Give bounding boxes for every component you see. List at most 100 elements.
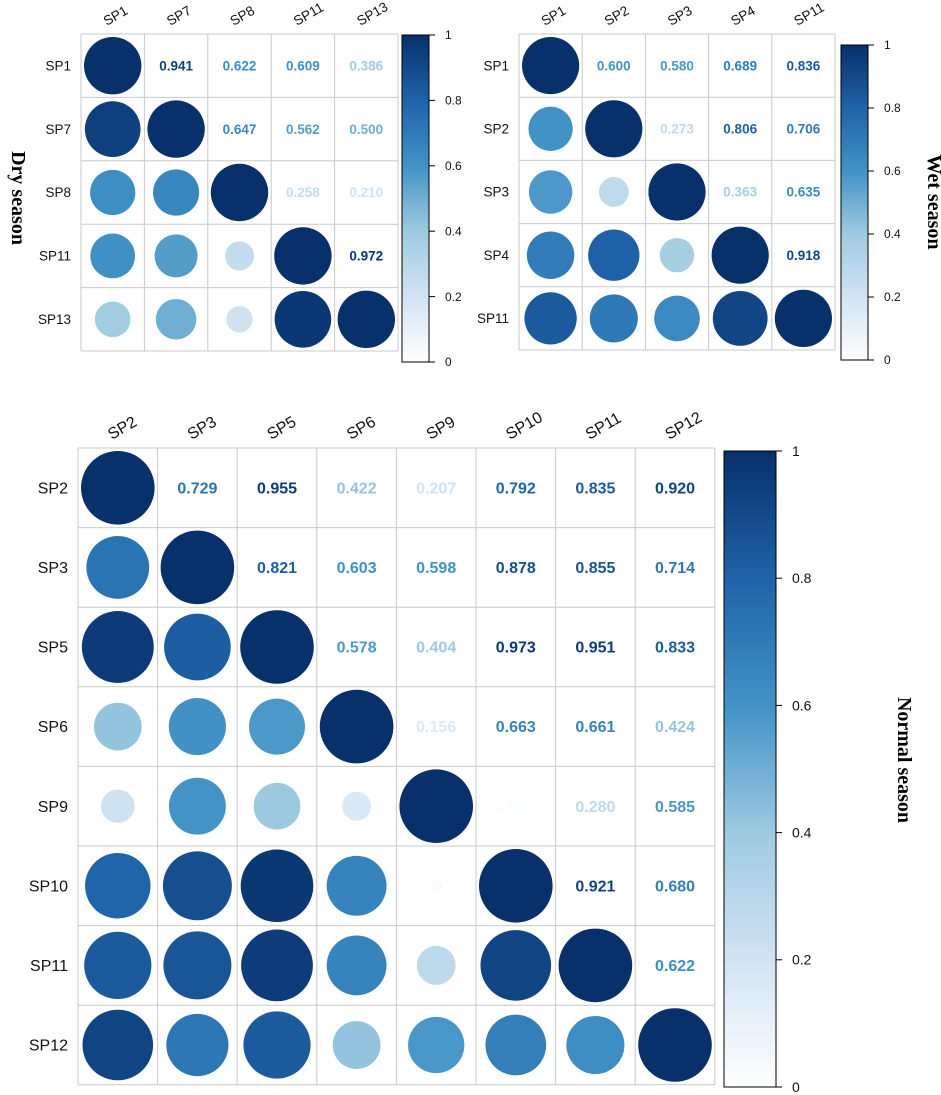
row-label: SP11 (477, 311, 509, 326)
correlation-circle (485, 1014, 547, 1076)
correlation-value-label: 0.835 (575, 480, 615, 497)
correlation-circle (162, 851, 232, 921)
correlation-circle (479, 849, 553, 923)
column-label: SP4 (728, 3, 758, 29)
correlation-circle (166, 1013, 229, 1077)
column-label: SP11 (583, 410, 624, 444)
column-label: SP12 (663, 409, 705, 443)
correlation-circle (598, 177, 629, 207)
correlation-circle (85, 853, 151, 919)
correlation-value-label: 0.706 (787, 122, 821, 137)
colorbar-tick-label: 0.6 (445, 159, 462, 173)
correlation-value-label: 0.025 (496, 799, 536, 816)
correlation-circle (528, 106, 573, 151)
correlation-circle (528, 170, 573, 214)
correlation-value-label: 0.878 (496, 560, 536, 577)
correlation-circle (160, 530, 235, 605)
column-label: SP5 (265, 414, 300, 444)
season-title: Normal season (893, 697, 915, 823)
correlation-circle (326, 935, 387, 996)
correlation-value-label: 0.273 (660, 122, 694, 137)
row-label: SP13 (38, 312, 71, 327)
correlation-circle (240, 610, 314, 684)
row-label: SP1 (45, 58, 71, 73)
colorbar-tick-label: 1 (792, 443, 800, 459)
correlation-circle (90, 233, 136, 279)
column-label: SP8 (228, 3, 258, 29)
correlation-circle (94, 301, 131, 338)
colorbar-tick-label: 0.8 (792, 570, 812, 586)
correlation-value-label: 0.680 (655, 878, 695, 895)
correlation-circle (84, 36, 142, 95)
correlation-circle (774, 289, 833, 347)
wet-season-panel: SP1 SP2 SP3 SP4 SP11 SP1 SP2 SP3 SP4 SP11 0.600 0.5… (477, 0, 941, 367)
correlation-value-label: 0.821 (257, 560, 297, 577)
correlation-circle (274, 227, 332, 285)
correlation-circle (659, 237, 695, 273)
column-label: SP6 (344, 414, 379, 444)
colorbar-tick-label: 0.8 (445, 94, 462, 108)
colorbar-tick-label: 0.6 (792, 697, 812, 713)
column-label: SP7 (164, 3, 194, 29)
correlation-circle (226, 306, 253, 333)
correlation-circle (153, 169, 200, 216)
colorbar (401, 34, 430, 363)
correlation-circle (711, 226, 769, 284)
correlation-value-label: 0.609 (286, 58, 320, 73)
correlation-circle (589, 294, 638, 343)
correlation-value-label: 0.258 (286, 185, 320, 200)
correlation-circle (224, 241, 255, 271)
correlation-circle (342, 791, 372, 821)
correlation-value-label: 0.729 (177, 480, 217, 497)
correlation-circle (86, 535, 150, 599)
column-label: SP3 (665, 3, 695, 29)
correlation-circle (416, 945, 456, 985)
correlation-value-label: 0.424 (655, 719, 695, 736)
correlation-value-label: 0.973 (496, 640, 536, 657)
colorbar-tick-label: 1 (884, 38, 891, 52)
colorbar-tick-label: 0.2 (884, 290, 901, 304)
correlation-value-label: 0.792 (496, 480, 536, 497)
correlation-value-label: 0.585 (655, 799, 695, 816)
correlation-circle (241, 929, 313, 1002)
correlation-circle (337, 290, 395, 348)
column-label: SP1 (539, 3, 569, 29)
correlation-circle (84, 931, 152, 1000)
correlation-value-label: 0.603 (337, 560, 377, 577)
season-title: Wet season (923, 155, 941, 250)
correlation-circle (243, 1011, 311, 1079)
correlation-circle (90, 169, 136, 216)
correlation-value-label: 0.635 (787, 185, 821, 200)
correlation-value-label: 0.422 (337, 480, 377, 497)
correlation-circle (430, 879, 443, 892)
correlation-value-label: 0.855 (575, 560, 615, 577)
correlation-circle (654, 295, 700, 342)
column-label: SP11 (791, 0, 826, 29)
column-label: SP11 (291, 0, 326, 29)
correlation-value-label: 0.951 (575, 640, 615, 657)
correlation-value-label: 0.600 (597, 58, 631, 73)
correlation-value-label: 0.714 (655, 560, 695, 577)
correlation-value-label: 0.578 (337, 640, 377, 657)
correlation-circle (638, 1008, 712, 1082)
row-label: SP3 (483, 185, 509, 200)
correlation-value-label: 0.663 (496, 719, 536, 736)
column-label: SP10 (503, 409, 545, 443)
colorbar-tick-label: 0 (792, 1079, 800, 1095)
correlation-circle (154, 234, 198, 278)
correlation-circle (274, 291, 332, 348)
correlation-circle (319, 689, 394, 764)
correlation-circle (526, 231, 575, 279)
correlation-value-label: 0.833 (655, 640, 695, 657)
correlation-value-label: 0.363 (723, 185, 757, 200)
row-label: SP10 (29, 878, 68, 895)
column-label: SP1 (101, 3, 131, 29)
column-label: SP9 (424, 414, 459, 444)
row-label: SP3 (38, 560, 68, 577)
row-label: SP9 (38, 799, 68, 816)
season-title: Dry season (7, 151, 29, 245)
row-label: SP2 (38, 480, 68, 497)
correlation-circle (588, 229, 640, 281)
correlation-value-label: 0.580 (660, 58, 694, 73)
colorbar-tick-label: 1 (445, 28, 452, 42)
